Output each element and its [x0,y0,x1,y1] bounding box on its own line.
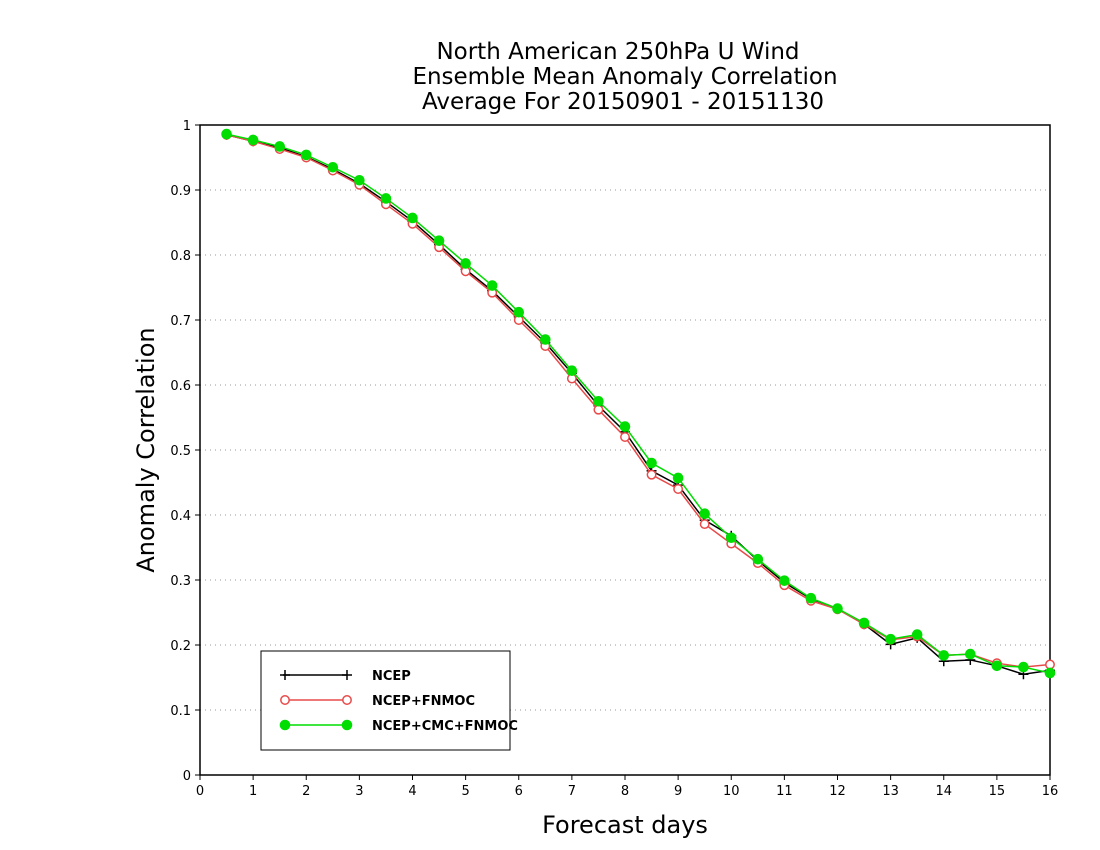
data-point [620,432,630,442]
x-tick-label: 2 [302,784,310,799]
data-point [540,334,551,345]
y-tick-label: 0.4 [170,509,191,524]
y-tick-label: 0.8 [170,249,191,264]
series-line [226,133,1051,674]
data-point [752,553,764,565]
data-point [699,519,710,530]
x-tick-label: 12 [829,784,846,799]
data-point [858,617,870,629]
x-tick-label: 14 [935,784,952,799]
x-axis: 0 1 2 3 4 5 6 7 8 9 10 11 12 13 14 15 16 [196,775,1058,799]
legend-marker-right [342,670,352,680]
data-point [486,280,498,291]
data-point [433,235,445,246]
data-point [593,404,604,415]
data-point [274,141,285,152]
legend-label: NCEP+FNMOC [372,694,475,709]
data-point [619,421,631,432]
data-point [300,149,312,161]
data-point [725,532,737,544]
x-tick-label: 0 [196,784,204,799]
legend-marker-left [280,670,290,680]
x-tick-label: 9 [674,784,682,799]
data-point [911,629,923,640]
x-tick-label: 10 [723,784,740,799]
data-point [354,174,365,186]
y-tick-label: 0.3 [170,574,191,589]
data-point [380,193,392,204]
y-tick-label: 0 [183,769,191,784]
data-point [991,660,1003,672]
data-point [938,650,950,661]
data-point [566,365,578,377]
data-point [1018,661,1029,673]
legend-marker-right [342,695,352,705]
y-tick-label: 0.1 [170,704,191,719]
series-line [226,134,1051,668]
series-ncep-cmc-fnmoc [221,128,1056,679]
legend-marker-right [341,719,353,731]
y-tick-label: 0.6 [170,379,191,394]
data-point [1045,659,1055,670]
x-tick-label: 7 [568,784,576,799]
legend-item: NCEP+FNMOC [280,694,475,709]
x-tick-label: 8 [621,784,629,799]
legend-label: NCEP [372,669,411,684]
legend-marker-left [279,719,291,731]
legend-marker-left [280,695,290,705]
series-ncep [221,129,1055,680]
legend: NCEP NCEP+FNMOC NCEP+CMC+FNMOC [260,650,518,751]
data-point [885,633,896,645]
data-point [513,306,525,318]
legend-item: NCEP+CMC+FNMOC [279,719,518,734]
y-tick-label: 1 [183,119,191,134]
x-tick-label: 3 [355,784,363,799]
x-tick-label: 11 [776,784,793,799]
legend-item: NCEP [280,669,411,684]
series-line [226,134,1051,676]
x-tick-label: 6 [515,784,523,799]
data-point [779,575,790,586]
data-point [593,395,604,407]
title-line-2: Ensemble Mean Anomaly Correlation [412,64,837,90]
x-tick-label: 5 [461,784,469,799]
x-axis-title: Forecast days [542,811,708,839]
data-point [805,592,817,604]
data-point [673,484,684,494]
y-axis: 0 0.1 0.2 0.3 0.4 0.5 0.6 0.7 0.8 0.9 1 [170,119,200,784]
x-tick-label: 1 [249,784,257,799]
title-line-1: North American 250hPa U Wind [436,39,799,65]
series-ncep-fnmoc [221,129,1055,673]
y-tick-label: 0.7 [170,314,191,329]
data-point [832,603,843,614]
y-tick-label: 0.9 [170,184,191,199]
data-point [672,472,684,484]
chart-title: North American 250hPa U Wind Ensemble Me… [412,39,837,115]
x-tick-label: 15 [989,784,1006,799]
title-line-3: Average For 20150901 - 20151130 [422,89,824,115]
data-point [646,457,657,469]
x-tick-label: 16 [1042,784,1059,799]
data-point [221,128,232,140]
data-point [965,648,976,660]
x-tick-label: 4 [408,784,416,799]
legend-label: NCEP+CMC+FNMOC [372,719,518,734]
series-layer [221,128,1056,680]
legend-box [260,650,511,751]
data-point [699,508,710,520]
legend-items: NCEP NCEP+FNMOC NCEP+CMC+FNMOC [279,669,518,734]
data-point [1044,667,1056,679]
x-tick-label: 13 [882,784,899,799]
data-point [327,161,339,173]
data-point [460,258,471,269]
y-axis-title: Anomaly Correlation [132,327,160,572]
y-tick-label: 0.2 [170,639,191,654]
data-point [646,469,657,480]
y-tick-label: 0.5 [170,444,191,459]
gridlines [200,189,1050,711]
data-point [247,134,259,146]
data-point [407,212,418,224]
